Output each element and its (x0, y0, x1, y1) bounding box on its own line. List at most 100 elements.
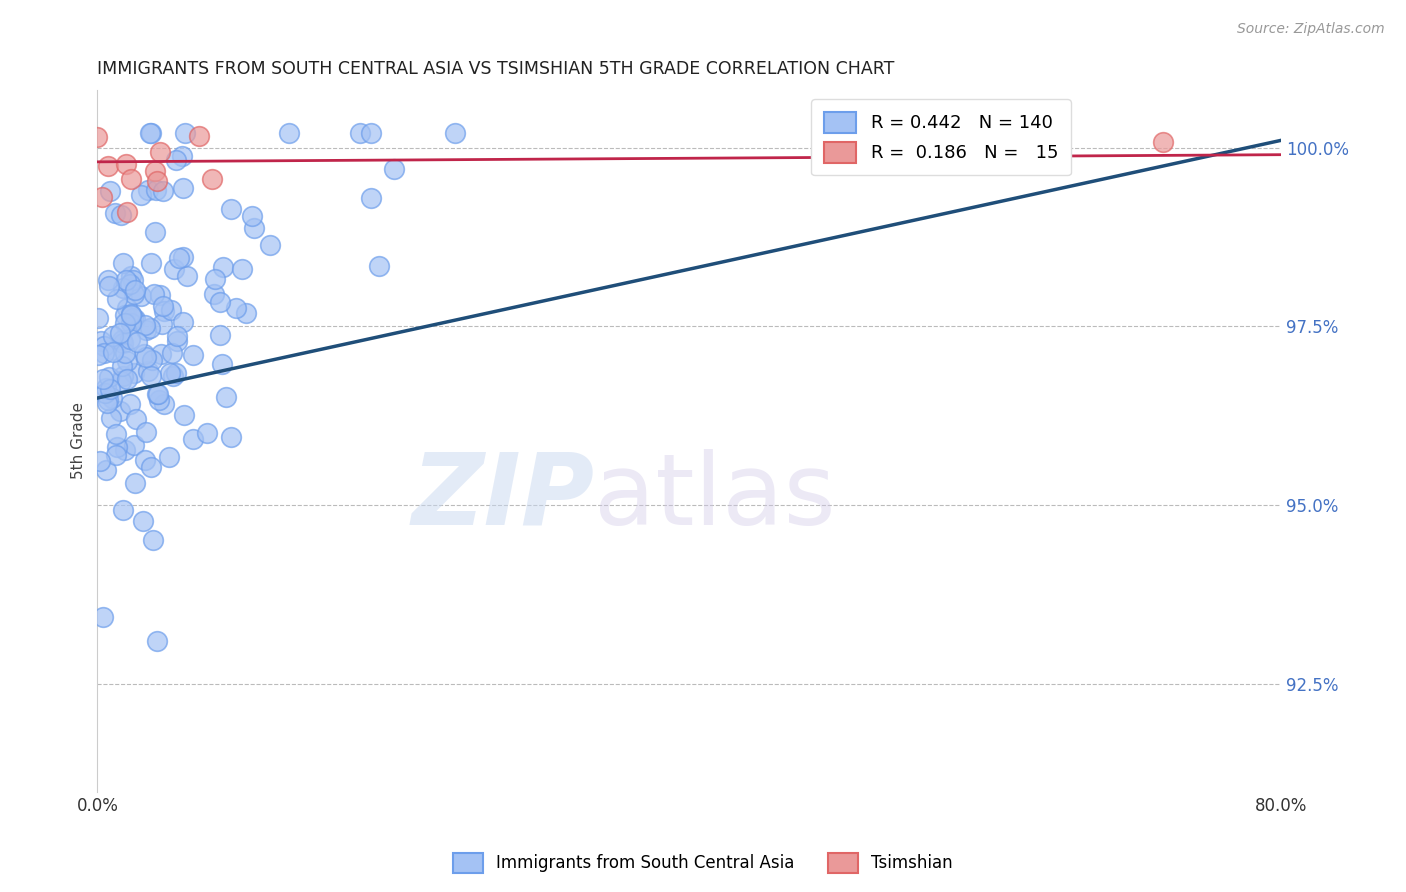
Point (124, 475, 146, 490)
Point (111, 335, 134, 350)
Point (134, 318, 156, 333)
Point (115, 354, 138, 368)
Point (115, 273, 138, 287)
Point (105, 293, 128, 307)
Point (231, 261, 253, 276)
Point (360, 126, 382, 140)
Point (117, 301, 139, 316)
Point (183, 348, 205, 362)
Point (225, 301, 247, 315)
Y-axis label: 5th Grade: 5th Grade (72, 402, 86, 480)
Point (146, 387, 169, 401)
Point (141, 352, 163, 367)
Point (114, 346, 136, 360)
Point (143, 164, 166, 178)
Point (110, 374, 132, 388)
Point (235, 306, 257, 320)
Point (167, 251, 190, 265)
Point (120, 308, 142, 322)
Point (163, 261, 186, 276)
Point (125, 411, 148, 425)
Point (360, 191, 382, 205)
Point (100, 392, 122, 406)
Point (209, 327, 232, 342)
Point (97, 370, 120, 384)
Point (115, 372, 138, 386)
Point (152, 299, 174, 313)
Point (129, 289, 152, 303)
Point (93, 339, 115, 353)
Point (114, 316, 136, 330)
Point (101, 329, 124, 343)
Point (120, 269, 142, 284)
Point (148, 387, 170, 401)
Point (139, 369, 162, 384)
Point (212, 260, 235, 274)
Point (124, 312, 146, 326)
Point (172, 315, 194, 329)
Point (97, 392, 120, 407)
Point (104, 448, 127, 462)
Point (1047, 140, 1070, 154)
Point (110, 326, 132, 341)
Point (89, 454, 111, 468)
Point (1152, 136, 1174, 150)
Point (112, 368, 135, 383)
Point (104, 427, 127, 442)
Point (202, 286, 225, 301)
Point (240, 209, 263, 223)
Point (136, 184, 159, 198)
Point (149, 288, 172, 302)
Point (135, 323, 157, 337)
Point (136, 364, 159, 378)
Point (105, 440, 128, 454)
Point (165, 366, 187, 380)
Point (188, 128, 211, 143)
Point (146, 633, 169, 648)
Point (86, 310, 108, 325)
Point (139, 459, 162, 474)
Point (91, 371, 114, 385)
Point (110, 359, 132, 373)
Point (91, 190, 114, 204)
Point (166, 334, 188, 349)
Point (209, 294, 232, 309)
Point (114, 442, 136, 457)
Point (120, 277, 142, 291)
Point (124, 286, 146, 301)
Point (145, 183, 167, 197)
Point (122, 311, 145, 326)
Point (98, 185, 121, 199)
Point (122, 273, 145, 287)
Point (110, 208, 132, 222)
Point (243, 221, 266, 235)
Point (120, 172, 142, 186)
Point (139, 321, 162, 335)
Point (115, 157, 138, 171)
Point (172, 181, 194, 195)
Point (160, 346, 183, 360)
Point (98, 278, 121, 293)
Point (176, 269, 198, 284)
Point (131, 515, 153, 529)
Point (101, 345, 124, 359)
Point (181, 432, 204, 446)
Point (94, 380, 117, 394)
Point (141, 126, 163, 140)
Point (142, 533, 165, 548)
Point (278, 126, 301, 140)
Point (91, 610, 114, 624)
Point (114, 308, 136, 322)
Point (145, 174, 167, 188)
Point (215, 390, 238, 404)
Point (124, 438, 146, 452)
Point (139, 126, 162, 140)
Point (201, 171, 224, 186)
Point (100, 410, 122, 425)
Point (219, 429, 242, 443)
Point (104, 206, 127, 220)
Text: ZIP: ZIP (412, 449, 595, 546)
Point (159, 366, 181, 380)
Point (142, 287, 165, 301)
Point (173, 126, 195, 140)
